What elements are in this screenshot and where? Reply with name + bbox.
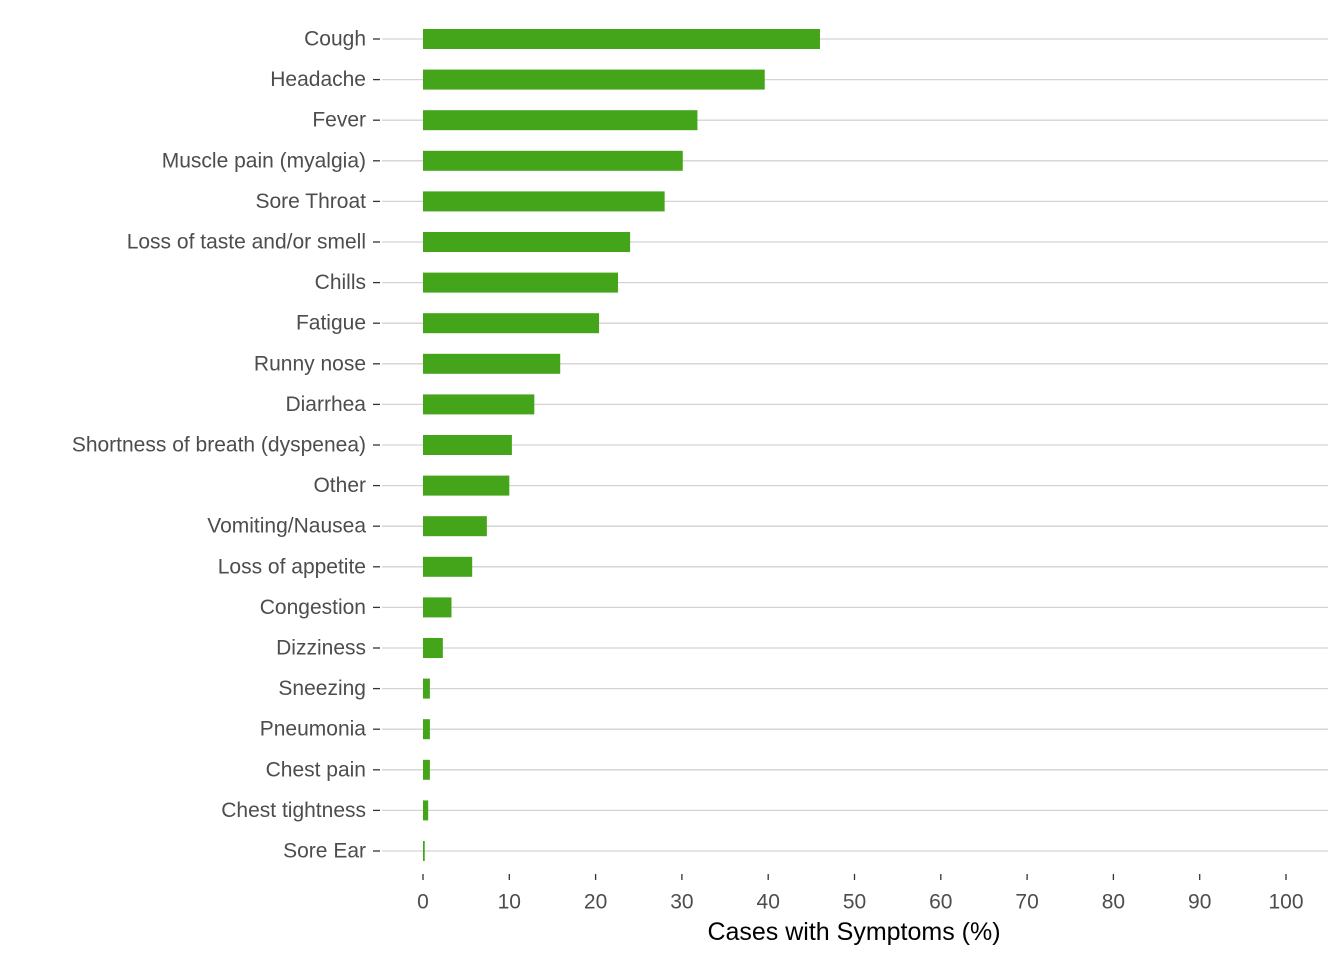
bar (423, 313, 600, 334)
y-tick-label: Sore Ear (283, 840, 366, 863)
bar (423, 191, 665, 212)
y-tick-label: Diarrhea (285, 393, 366, 416)
y-tick-label: Chills (315, 271, 366, 294)
bar (423, 353, 561, 374)
x-tick-label: 0 (417, 891, 429, 914)
y-tick-label: Sore Throat (255, 190, 366, 213)
x-tick-label: 70 (1015, 891, 1038, 914)
y-tick-label: Shortness of breath (dyspenea) (72, 434, 366, 457)
x-tick-label: 80 (1102, 891, 1125, 914)
bar (423, 232, 631, 252)
x-tick-label: 30 (670, 891, 693, 914)
y-tick-label: Chest pain (266, 758, 366, 781)
bars (423, 29, 820, 861)
bar (423, 597, 452, 618)
y-tick-label: Loss of taste and/or smell (127, 231, 366, 254)
bar (423, 435, 512, 455)
bar (423, 272, 619, 293)
bar (423, 29, 820, 49)
x-tick-label: 50 (843, 891, 866, 914)
bar (423, 394, 535, 415)
x-tick-label: 10 (498, 891, 521, 914)
x-axis-title: Cases with Symptoms (%) (707, 918, 1000, 946)
bar (423, 678, 430, 699)
y-tick-label: Sneezing (278, 677, 366, 700)
bar (423, 841, 425, 861)
y-tick-label: Muscle pain (myalgia) (162, 149, 366, 172)
y-tick-label: Fatigue (296, 312, 366, 335)
y-tick-label: Pneumonia (260, 718, 367, 741)
y-tick-label: Other (313, 474, 366, 497)
bar (423, 556, 473, 577)
y-tick-label: Congestion (260, 596, 366, 619)
x-tick-label: 90 (1188, 891, 1211, 914)
bar (423, 475, 510, 496)
x-tick-label: 20 (584, 891, 607, 914)
x-tick-label: 40 (757, 891, 780, 914)
y-tick-label: Chest tightness (221, 799, 366, 822)
bar (423, 69, 765, 90)
x-axis-labels: 0 10 20 30 40 50 60 70 80 90 100 (417, 874, 1304, 914)
y-tick-label: Headache (270, 68, 366, 91)
y-tick-label: Vomiting/Nausea (207, 515, 366, 538)
x-tick-label: 60 (929, 891, 952, 914)
y-tick-label: Dizziness (276, 637, 366, 660)
y-tick-label: Fever (312, 109, 366, 132)
y-axis-labels: Cough Headache Fever Muscle pain (myalgia) S… (72, 28, 367, 863)
bar (423, 800, 429, 821)
bar (423, 719, 430, 740)
x-tick-label: 100 (1268, 891, 1303, 914)
bar (423, 516, 487, 537)
bar (423, 110, 698, 131)
y-tick-label: Loss of appetite (218, 555, 366, 578)
bar (423, 638, 443, 658)
bar (423, 150, 683, 171)
bar (423, 759, 430, 780)
y-tick-label: Cough (304, 28, 366, 51)
y-tick-label: Runny nose (254, 352, 366, 375)
